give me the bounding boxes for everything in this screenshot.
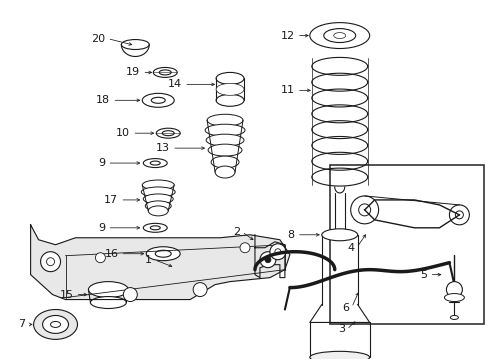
Ellipse shape xyxy=(211,156,239,168)
Ellipse shape xyxy=(34,310,77,339)
Text: 17: 17 xyxy=(104,195,118,205)
Text: 20: 20 xyxy=(91,33,105,44)
Ellipse shape xyxy=(216,84,244,95)
Circle shape xyxy=(454,211,463,219)
Ellipse shape xyxy=(150,161,160,165)
Ellipse shape xyxy=(148,206,168,216)
Ellipse shape xyxy=(208,144,242,156)
Ellipse shape xyxy=(207,114,243,126)
Ellipse shape xyxy=(204,124,244,136)
Ellipse shape xyxy=(143,159,167,167)
Text: 8: 8 xyxy=(287,230,294,240)
Text: 15: 15 xyxy=(60,289,73,300)
Text: 2: 2 xyxy=(232,227,240,237)
Ellipse shape xyxy=(449,315,457,319)
Circle shape xyxy=(260,252,275,268)
Text: 18: 18 xyxy=(96,95,110,105)
Ellipse shape xyxy=(151,97,165,103)
Text: 1: 1 xyxy=(145,255,152,265)
Ellipse shape xyxy=(205,134,244,146)
Polygon shape xyxy=(31,225,289,300)
Ellipse shape xyxy=(159,70,171,75)
Ellipse shape xyxy=(215,166,235,178)
Circle shape xyxy=(41,252,61,272)
Text: 6: 6 xyxy=(342,302,349,312)
Ellipse shape xyxy=(444,293,464,302)
Ellipse shape xyxy=(323,28,355,42)
Text: 12: 12 xyxy=(280,31,294,41)
Ellipse shape xyxy=(333,32,345,39)
Ellipse shape xyxy=(50,321,61,328)
Circle shape xyxy=(264,257,270,263)
Circle shape xyxy=(269,244,285,260)
Text: 13: 13 xyxy=(156,143,170,153)
Ellipse shape xyxy=(143,194,173,204)
Bar xyxy=(329,165,483,324)
Ellipse shape xyxy=(309,23,369,49)
Text: 9: 9 xyxy=(98,223,105,233)
Ellipse shape xyxy=(309,351,369,360)
Text: 10: 10 xyxy=(116,128,130,138)
Ellipse shape xyxy=(216,94,244,106)
Circle shape xyxy=(448,205,468,225)
Ellipse shape xyxy=(153,67,177,77)
Ellipse shape xyxy=(216,72,244,84)
Text: 4: 4 xyxy=(347,243,354,253)
Ellipse shape xyxy=(162,131,174,136)
Text: 14: 14 xyxy=(168,79,182,89)
Circle shape xyxy=(274,249,280,255)
Ellipse shape xyxy=(90,297,126,309)
Ellipse shape xyxy=(88,282,128,298)
Text: 3: 3 xyxy=(337,324,344,334)
Ellipse shape xyxy=(155,250,171,257)
Circle shape xyxy=(240,243,249,253)
Circle shape xyxy=(95,253,105,263)
Ellipse shape xyxy=(150,226,160,230)
Ellipse shape xyxy=(145,201,171,211)
Circle shape xyxy=(350,196,378,224)
Ellipse shape xyxy=(121,40,149,50)
Circle shape xyxy=(358,204,370,216)
Text: 5: 5 xyxy=(420,270,427,280)
Circle shape xyxy=(446,282,462,298)
Circle shape xyxy=(193,283,207,297)
Text: 19: 19 xyxy=(126,67,140,77)
Ellipse shape xyxy=(143,223,167,232)
Ellipse shape xyxy=(42,315,68,333)
Text: 9: 9 xyxy=(98,158,105,168)
Text: 11: 11 xyxy=(280,85,294,95)
Ellipse shape xyxy=(142,93,174,107)
Text: 16: 16 xyxy=(104,249,118,259)
Ellipse shape xyxy=(156,128,180,138)
Ellipse shape xyxy=(321,229,357,241)
Circle shape xyxy=(46,258,55,266)
Text: 7: 7 xyxy=(19,319,25,329)
Ellipse shape xyxy=(141,187,175,197)
Ellipse shape xyxy=(142,180,174,190)
Circle shape xyxy=(123,288,137,302)
Ellipse shape xyxy=(146,247,180,261)
